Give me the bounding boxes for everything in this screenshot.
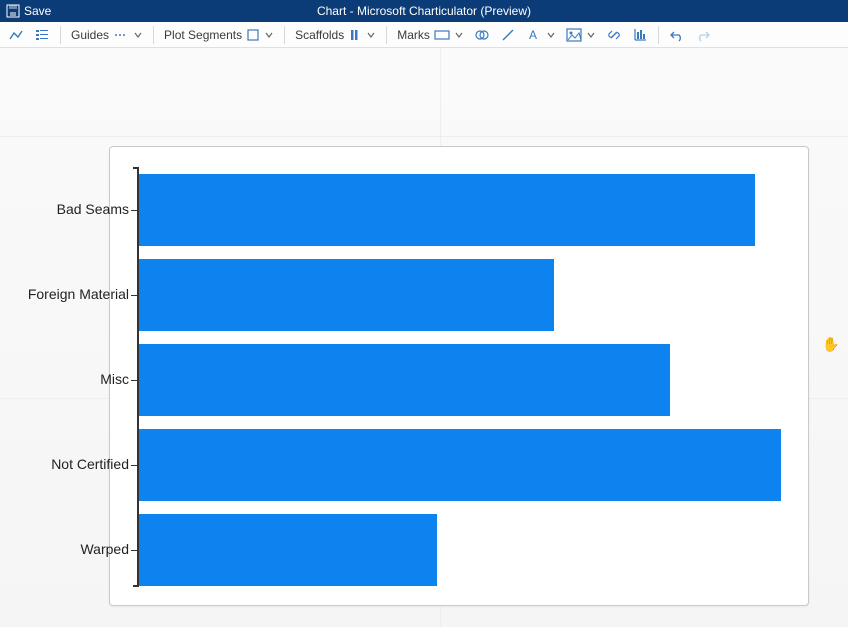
save-button[interactable]: Save <box>0 4 51 18</box>
marks-menu[interactable]: Marks <box>393 26 468 44</box>
save-icon <box>6 4 20 18</box>
guides-label: Guides <box>71 28 109 42</box>
toolbar: Guides Plot Segments Scaffolds Marks <box>0 22 848 48</box>
separator <box>153 26 154 44</box>
undo-icon <box>669 27 685 43</box>
marks-line[interactable] <box>496 25 520 45</box>
bar[interactable] <box>139 174 755 246</box>
bar[interactable] <box>139 429 781 501</box>
axis-tick <box>131 380 137 381</box>
marks-symbol[interactable] <box>470 25 494 45</box>
line-icon <box>500 27 516 43</box>
link-icon <box>606 27 622 43</box>
separator <box>284 26 285 44</box>
chart-frame[interactable]: Bad SeamsForeign MaterialMiscNot Certifi… <box>109 146 809 606</box>
polyline-icon <box>8 27 24 43</box>
category-label: Warped <box>19 541 129 557</box>
scaffolds-icon <box>348 28 362 42</box>
separator <box>658 26 659 44</box>
grid-line <box>0 136 848 137</box>
axis-tick <box>131 295 137 296</box>
category-label: Misc <box>19 371 129 387</box>
title-bar: Save Chart - Microsoft Charticulator (Pr… <box>0 0 848 22</box>
guides-menu[interactable]: Guides <box>67 26 147 44</box>
scaffolds-menu[interactable]: Scaffolds <box>291 26 380 44</box>
chevron-down-icon <box>264 30 274 40</box>
separator <box>386 26 387 44</box>
dataaxis-icon <box>632 27 648 43</box>
svg-text:A: A <box>529 28 537 42</box>
marks-text[interactable]: A <box>522 25 560 45</box>
bar[interactable] <box>139 259 554 331</box>
legend-icon <box>34 27 50 43</box>
image-icon <box>566 28 582 42</box>
chevron-down-icon <box>454 30 464 40</box>
category-label: Bad Seams <box>19 201 129 217</box>
save-label: Save <box>24 4 51 18</box>
bar[interactable] <box>139 514 437 586</box>
tool-polyline[interactable] <box>4 25 28 45</box>
symbol-icon <box>474 27 490 43</box>
marks-dataaxis[interactable] <box>628 25 652 45</box>
chevron-down-icon <box>586 30 596 40</box>
marks-rect-icon <box>434 29 450 41</box>
hand-cursor-icon: ✋ <box>822 336 839 353</box>
redo-icon <box>695 27 711 43</box>
app-title: Chart - Microsoft Charticulator (Preview… <box>317 4 531 18</box>
axis-serif <box>133 167 137 169</box>
marks-label: Marks <box>397 28 430 42</box>
plot-segments-label: Plot Segments <box>164 28 242 42</box>
chevron-down-icon <box>133 30 143 40</box>
category-label: Foreign Material <box>19 286 129 302</box>
axis-tick <box>131 210 137 211</box>
canvas-area[interactable]: Bad Seams Foreign Material Misc Not Certifi… <box>0 48 848 627</box>
chevron-down-icon <box>366 30 376 40</box>
axis-serif <box>133 585 137 587</box>
axis-tick <box>131 465 137 466</box>
plot-segments-icon <box>246 28 260 42</box>
marks-link[interactable] <box>602 25 626 45</box>
redo-button[interactable] <box>691 25 715 45</box>
axis-tick <box>131 550 137 551</box>
guides-icon <box>113 28 129 42</box>
tool-legend[interactable] <box>30 25 54 45</box>
plot-segments-menu[interactable]: Plot Segments <box>160 26 278 44</box>
category-label: Not Certified <box>19 456 129 472</box>
separator <box>60 26 61 44</box>
marks-image[interactable] <box>562 26 600 44</box>
bar[interactable] <box>139 344 670 416</box>
chevron-down-icon <box>546 30 556 40</box>
undo-button[interactable] <box>665 25 689 45</box>
text-icon: A <box>526 27 542 43</box>
scaffolds-label: Scaffolds <box>295 28 344 42</box>
